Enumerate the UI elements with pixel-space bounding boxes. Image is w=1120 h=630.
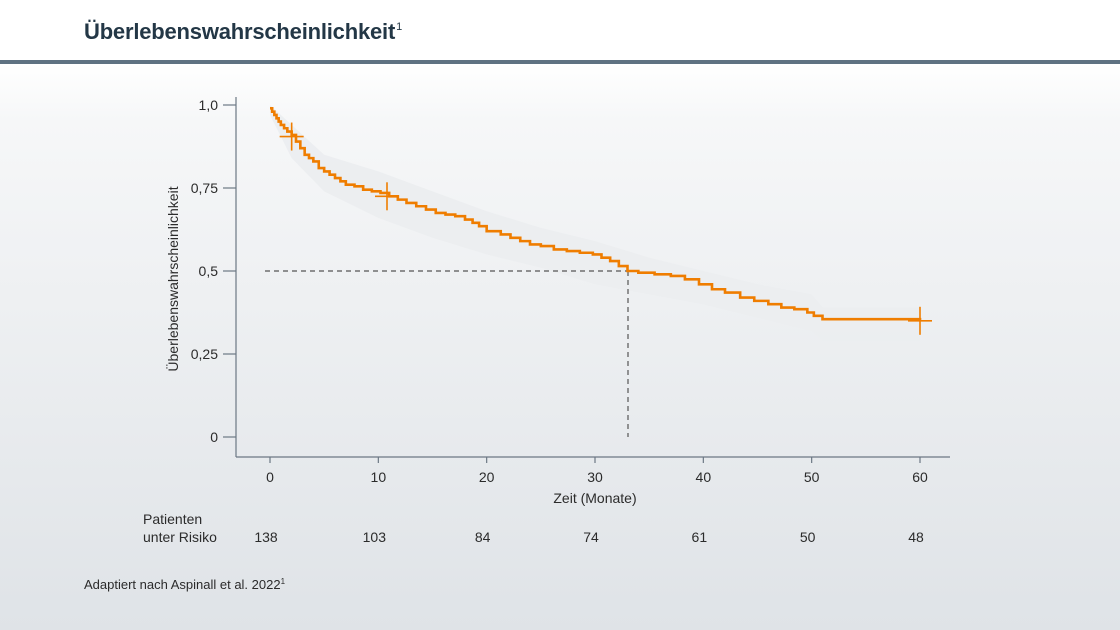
y-axis-title: Überlebenswahrscheinlichkeit [164,186,181,371]
confidence-band-layer [270,105,920,341]
y-tick-label: 1,0 [199,97,219,113]
page-title-footnote-marker: 1 [396,21,402,33]
y-tick-label: 0,5 [199,263,219,279]
risk-table-label-line1: Patienten [143,511,202,527]
censor-marks-layer [279,122,932,335]
source-note-text: Adaptiert nach Aspinall et al. 2022 [84,577,281,592]
median-reference-layer [265,270,629,437]
x-tick-label: 0 [266,469,274,485]
chart-labels-layer: Zeit (Monate) Überlebenswahrscheinlichke… [164,97,928,506]
x-axis-title: Zeit (Monate) [553,490,636,506]
survival-curve-layer [270,107,922,321]
survival-curve [270,107,922,321]
confidence-band [270,105,920,341]
y-tick-label: 0 [210,429,218,445]
risk-table-label-line2: unter Risiko [143,529,217,545]
risk-count: 61 [692,529,708,545]
source-note-footnote-marker: 1 [280,577,286,586]
page-title: Überlebenswahrscheinlichkeit1 [84,19,402,45]
risk-count: 138 [254,529,278,545]
axes-layer [223,97,950,463]
censor-mark [908,306,932,335]
y-tick-label: 0,25 [191,346,218,362]
x-tick-label: 40 [696,469,712,485]
x-tick-label: 10 [371,469,387,485]
risk-count: 50 [800,529,816,545]
x-tick-label: 30 [587,469,603,485]
x-tick-label: 60 [912,469,928,485]
header: Überlebenswahrscheinlichkeit1 [0,0,1120,62]
header-rule [0,60,1120,64]
risk-count: 48 [908,529,924,545]
x-tick-label: 50 [804,469,820,485]
risk-count: 103 [363,529,387,545]
risk-count: 84 [475,529,491,545]
risk-count: 74 [583,529,599,545]
x-tick-label: 20 [479,469,495,485]
page-title-text: Überlebenswahrscheinlichkeit [84,19,396,44]
censor-mark [375,182,399,211]
risk-table: Patienten unter Risiko 138 103 84 74 61 50 48 [143,511,924,545]
y-tick-label: 0,75 [191,180,218,196]
censor-mark [279,122,304,151]
source-note: Adaptiert nach Aspinall et al. 20221 [84,577,285,592]
